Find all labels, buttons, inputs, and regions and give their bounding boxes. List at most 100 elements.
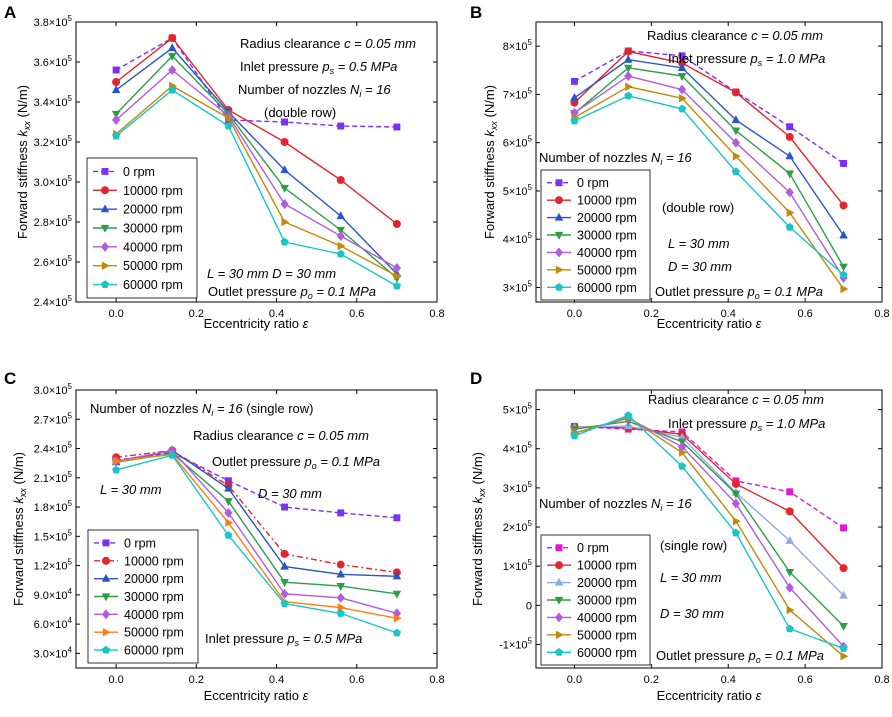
series-line [115,37,397,128]
data-point [785,568,795,577]
data-point [840,159,848,167]
data-point [840,284,849,294]
diameter-note: D = 30 mm [660,606,724,621]
panel-letter-c: C [4,369,16,388]
data-point [168,85,177,94]
x-tick-label: 0.6 [797,674,812,686]
legend-label: 20000 rpm [577,576,637,590]
legend-item: 40000 rpm [94,608,184,622]
nozzles-note: Number of nozzles Ni = 16 [238,82,391,99]
data-point [839,564,848,573]
legend-label: 0 rpm [124,536,156,550]
legend-label: 20000 rpm [124,572,184,586]
series-line [115,454,398,634]
data-point [840,651,849,661]
plot-frame [535,389,883,669]
series-line [115,54,398,279]
row-note: (double row) [662,200,734,215]
annotations: Radius clearance c = 0.05 mm Inlet press… [207,36,416,301]
legend-label: 60000 rpm [577,646,637,660]
x-tick-label: 0.4 [721,308,736,320]
x-axis-label: Eccentricity ratio ε [204,688,309,703]
data-point [732,151,741,161]
y-axis-label: Forward stiffness kxx (N/m) [11,452,28,606]
radius-clearance-note: Radius clearance c = 0.05 mm [240,36,416,51]
outlet-pressure-note: Outlet pressure po = 0.1 MPa [656,648,824,665]
row-note: (double row) [264,105,336,120]
data-point [167,52,177,61]
legend-label: 40000 rpm [123,240,183,254]
legend-label: 30000 rpm [577,594,637,608]
y-tick-label: 0 [526,600,532,612]
data-point [839,230,848,239]
series-line [115,449,398,615]
y-tick-label: -1×105 [499,637,532,652]
legend-item: 60000 rpm [547,281,637,295]
legend-marker [100,241,110,252]
panel-letter-a: A [4,3,16,22]
x-tick-label: 0.8 [874,674,889,686]
x-tick-label: 0.0 [567,674,582,686]
data-point [225,113,234,123]
series-10000-rpm [570,47,848,210]
data-point [168,65,177,75]
series-line [573,67,845,268]
data-point [393,123,401,131]
legend-item: 60000 rpm [94,644,184,658]
legend-item: 20000 rpm [547,211,637,225]
y-tick-label: 2.6×105 [34,254,73,269]
y-tick-label: 5×105 [503,402,533,417]
series-30000-rpm [111,52,402,283]
x-axis-label: Eccentricity ratio ε [204,316,309,331]
x-tick-label: 0.2 [189,674,204,686]
legend-item: 20000 rpm [93,203,183,217]
legend-item: 0 rpm [93,165,155,179]
y-tick-label: 6×105 [503,135,533,150]
data-point [336,609,345,617]
data-point [786,208,795,217]
series-line [574,75,845,279]
legend-item: 60000 rpm [93,278,183,292]
data-point [839,590,848,599]
data-point [113,456,121,466]
data-point [392,219,401,228]
x-tick-label: 0.4 [269,674,284,686]
y-ticks: 2.4×105 2.6×105 2.8×105 3.0×105 3.2×105 3.4×1… [34,14,437,309]
plot-frame [75,21,438,303]
data-point [624,91,633,100]
data-point [785,507,794,516]
x-tick-label: 0.0 [567,308,582,320]
legend-marker [554,247,564,258]
data-point [336,560,345,569]
data-point [168,34,177,43]
series-layer [111,34,402,290]
legend-marker [102,539,110,547]
legend-marker [100,224,110,233]
data-point [281,503,289,511]
radius-clearance-note: Radius clearance c = 0.05 mm [648,392,824,407]
legend-label: 50000 rpm [577,263,637,277]
data-point [280,579,289,587]
length-diameter-note: L = 30 mm D = 30 mm [207,266,336,281]
data-point [280,599,289,608]
data-point [731,498,741,509]
data-point [785,170,795,179]
diameter-note: D = 30 mm [668,259,732,274]
y-tick-label: 1.2×105 [34,558,73,573]
panel-letter-b: B [470,3,482,22]
legend: 0 rpm 10000 rpm 20000 rpm 30000 rpm 40000 rp… [540,169,651,301]
series-line [574,425,844,529]
legend-label: 60000 rpm [123,278,183,292]
data-point [570,92,579,101]
diameter-note: D = 30 mm [258,486,322,501]
y-tick-label: 3×105 [503,480,533,495]
y-tick-label: 1×105 [503,558,533,573]
data-point [336,175,345,184]
x-tick-label: 0.6 [349,674,364,686]
row-note: (single row) [660,538,727,553]
x-ticks: 0.0 0.2 0.4 0.6 0.8 [567,390,890,686]
legend-label: 50000 rpm [123,259,183,273]
legend-marker [555,179,563,187]
radius-clearance-note: Radius clearance c = 0.05 mm [193,428,369,443]
